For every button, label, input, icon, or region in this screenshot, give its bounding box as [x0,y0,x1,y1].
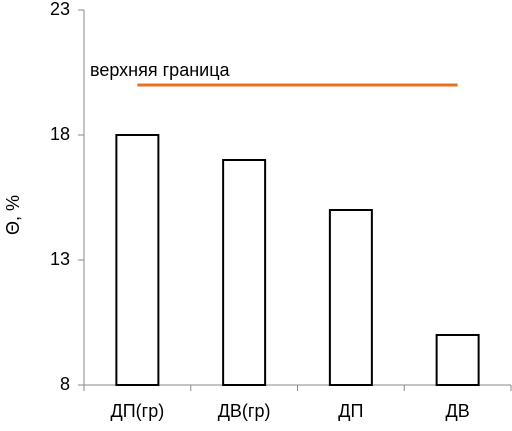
y-tick-label: 23 [50,0,70,19]
y-axis-label: Θ, % [3,195,23,235]
y-tick-label: 18 [50,124,70,144]
x-tick-label: ДВ(гр) [218,401,271,421]
bar [222,159,267,386]
x-tick-label: ДВ [446,401,470,421]
y-tick-label: 13 [50,249,70,269]
x-tick-label: ДП(гр) [111,401,165,421]
x-tick-label: ДП [338,401,363,421]
bar [328,209,373,386]
reference-label: верхняя граница [90,60,231,80]
bar [435,334,480,386]
bar [115,134,160,386]
y-tick-label: 8 [60,374,70,394]
